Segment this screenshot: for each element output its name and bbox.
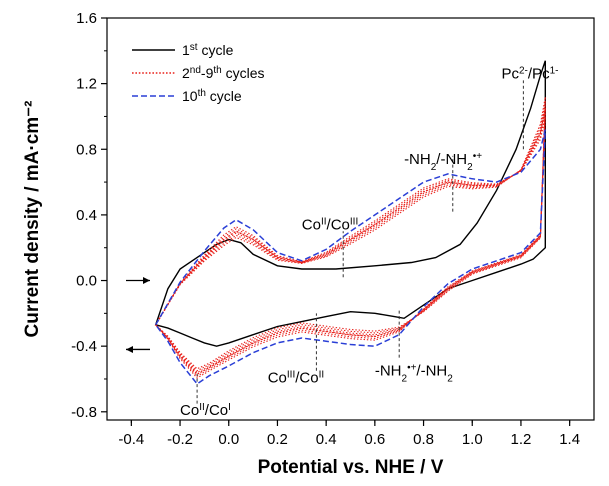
annotation-label-1: Pc2-/Pc1-: [501, 65, 558, 83]
series-line-2-cycle-7: [155, 116, 546, 379]
plot-frame: [106, 17, 595, 421]
y-axis-title: Current density / mA·cm⁻²: [22, 100, 43, 337]
plot-frame-border: [106, 17, 595, 421]
x-tick-label-7: 1.0: [462, 431, 483, 448]
annotations-layer: Pc2-/Pc1- -NH2/-NH2•+ CoII/CoIII CoIII/CoII…: [126, 65, 558, 419]
annotation-label-3: CoII/CoIII: [302, 216, 358, 234]
legend: 1st cycle 2nd-9th cycles 10th cycle: [132, 42, 265, 105]
y-tick-label-1: -0.4: [71, 338, 97, 355]
series-line-2-cycle-3: [155, 100, 546, 372]
series-line-3: [155, 129, 547, 385]
series-line-2: [155, 108, 546, 375]
scan-arrow-1-head: [143, 277, 150, 285]
series-line-2-cycle-2: [155, 96, 546, 370]
y-tick-label-3: 0.4: [76, 207, 97, 224]
x-tick-label-8: 1.2: [511, 431, 532, 448]
x-tick-label-6: 0.8: [413, 431, 434, 448]
x-tick-label-0: -0.4: [118, 431, 144, 448]
x-tick-label-3: 0.2: [267, 431, 288, 448]
x-tick-label-5: 0.6: [364, 431, 385, 448]
y-tick-label-5: 1.2: [76, 76, 97, 93]
legend-label-2: 2nd-9th cycles: [182, 65, 265, 82]
y-tick-label-4: 0.8: [76, 141, 97, 158]
y-tick-label-0: -0.8: [71, 404, 97, 421]
annotation-label-5: -NH2•+/-NH2: [375, 362, 453, 384]
axes-layer: -0.4 -0.2 0.0 0.2 0.4 0.6 0.8 1.0 1.2 1.4 -0.8 -0.4…: [22, 10, 580, 478]
legend-label-1: 1st cycle: [182, 42, 234, 59]
legend-label-3: 10th cycle: [182, 88, 242, 105]
x-tick-label-1: -0.2: [167, 431, 193, 448]
scan-arrow-2-head: [126, 345, 133, 353]
y-tick-label-2: 0.0: [76, 273, 97, 290]
x-tick-label-2: 0.0: [218, 431, 239, 448]
y-tick-label-6: 1.6: [76, 10, 97, 27]
x-tick-label-4: 0.4: [316, 431, 337, 448]
series-layer: [154, 60, 547, 385]
x-axis-title: Potential vs. NHE / V: [258, 457, 444, 478]
annotation-label-6: CoII/CoI: [180, 402, 231, 420]
annotation-label-4: CoIII/CoII: [268, 369, 324, 387]
x-tick-label-9: 1.4: [559, 431, 580, 448]
annotation-label-2: -NH2/-NH2•+: [404, 151, 482, 173]
